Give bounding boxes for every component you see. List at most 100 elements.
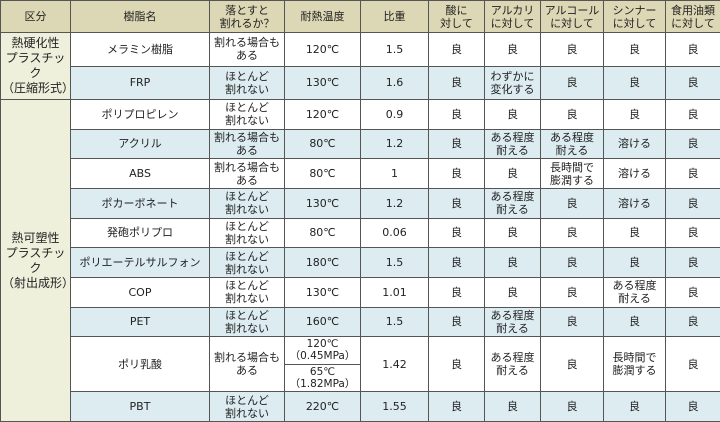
specific-gravity: 1 [360, 158, 429, 189]
drop-break: ほとんど 割れない [209, 391, 285, 422]
acid-resistance: 良 [428, 65, 485, 100]
oil-resistance: 良 [665, 32, 720, 67]
alkali-resistance: 良 [484, 276, 541, 308]
heat-resistance: 220℃ [284, 391, 361, 422]
drop-break: 割れる場合も ある [209, 32, 285, 67]
table-row: 熱硬化性 プラスチック （圧縮形式） メラミン樹脂 割れる場合も ある 120℃ 1.5 良良良… [0, 32, 720, 100]
heat-resistance: 180℃ [284, 247, 361, 278]
alkali-resistance: 良 [484, 99, 541, 130]
alcohol-resistance: 良 [540, 276, 604, 308]
table-row: ポカーボネート ほとんど 割れない 130℃ 1.2 良ある程度 耐える良溶ける良 [1, 187, 720, 219]
resin-name: COP [70, 276, 210, 308]
table-row: 65℃ （1.82MPa） [1, 363, 720, 393]
alcohol-resistance: 良 [540, 306, 604, 338]
specific-gravity: 1.5 [360, 32, 429, 67]
resin-name: ポカーボネート [70, 187, 210, 219]
thinner-resistance: 良 [603, 65, 666, 100]
table-row: ABS 割れる場合も ある 80℃ 1 良良長時間で 膨潤する 溶ける良 [1, 158, 720, 189]
header-acid: 酸に 対して [428, 0, 485, 33]
alcohol-resistance: 良 [540, 99, 604, 130]
specific-gravity: 1.6 [360, 65, 429, 100]
oil-resistance: 良 [665, 99, 720, 130]
heat-resistance: 120℃ [284, 32, 361, 67]
drop-break: ほとんど 割れない [209, 65, 285, 100]
alkali-resistance: ある程度 耐える [484, 187, 541, 219]
header-resin-name: 樹脂名 [70, 0, 210, 33]
acid-resistance: 良 [428, 217, 485, 249]
acid-resistance: 良 [428, 99, 485, 130]
alcohol-resistance: 良 [540, 217, 604, 249]
table-row: ポリ乳酸 割れる場合も ある 120℃ （0.45MPa） 1.42 良ある程度 耐える良長時… [1, 336, 720, 393]
heat-resistance: 160℃ [284, 306, 361, 338]
resin-name: 発砲ポリプロ [70, 217, 210, 249]
resin-name: ポリエーテルサルフォン [70, 247, 210, 278]
alcohol-resistance: 良 [540, 32, 604, 67]
alcohol-resistance: ある程度 耐える [540, 128, 604, 160]
category-cell: 熱硬化性 プラスチック （圧縮形式） [0, 32, 71, 100]
specific-gravity: 1.2 [360, 128, 429, 160]
alkali-resistance: 良 [484, 217, 541, 249]
header-specific-gravity: 比重 [360, 0, 429, 33]
resin-name: アクリル [70, 128, 210, 160]
alkali-resistance: ある程度 耐える [484, 306, 541, 338]
specific-gravity: 0.06 [360, 217, 429, 249]
table-row: ポリエーテルサルフォン ほとんど 割れない 180℃ 1.5 良良良良良 [1, 247, 720, 278]
specific-gravity: 1.42 [360, 336, 429, 393]
acid-resistance: 良 [428, 187, 485, 219]
resin-name: ポリ乳酸 [70, 336, 210, 393]
alkali-resistance: わずかに 変化する [484, 65, 541, 100]
table-row: FRP ほとんど 割れない 130℃ 1.6 良わずかに 変化する良良良 [1, 65, 720, 100]
table-row: 発砲ポリプロ ほとんど 割れない 80℃ 0.06 良良良良良 [1, 217, 720, 249]
acid-resistance: 良 [428, 391, 485, 422]
header-alkali: アルカリ に対して [484, 0, 541, 33]
acid-resistance: 良 [428, 247, 485, 278]
heat-resistance: 80℃ [284, 217, 361, 249]
header-thinner: シンナー に対して [603, 0, 666, 33]
drop-break: 割れる場合も ある [209, 158, 285, 189]
alcohol-resistance: 良 [540, 187, 604, 219]
header-row: 区分 樹脂名 落とすと 割れるか？ 耐熱温度 比重 酸に 対して アルカリ に対して アルコール に対… [0, 0, 720, 33]
acid-resistance: 良 [428, 128, 485, 160]
oil-resistance: 良 [665, 276, 720, 308]
thinner-resistance: 溶ける [603, 158, 666, 189]
drop-break: ほとんど 割れない [209, 247, 285, 278]
oil-resistance: 良 [665, 247, 720, 278]
header-alcohol: アルコール に対して [540, 0, 604, 33]
acid-resistance: 良 [428, 32, 485, 67]
alkali-resistance: 良 [484, 391, 541, 422]
resin-name: FRP [70, 65, 210, 100]
acid-resistance: 良 [428, 306, 485, 338]
oil-resistance: 良 [665, 187, 720, 219]
header-drop-break: 落とすと 割れるか？ [209, 0, 285, 33]
thinner-resistance: 良 [603, 391, 666, 422]
drop-break: ほとんど 割れない [209, 187, 285, 219]
heat-resistance: 80℃ [284, 128, 361, 160]
specific-gravity: 1.5 [360, 247, 429, 278]
alkali-resistance: ある程度 耐える [484, 128, 541, 160]
alkali-resistance: 良 [484, 158, 541, 189]
acid-resistance: 良 [428, 158, 485, 189]
acid-resistance: 良 [428, 336, 485, 393]
drop-break: ほとんど 割れない [209, 306, 285, 338]
alkali-resistance: 良 [484, 247, 541, 278]
alcohol-resistance: 良 [540, 65, 604, 100]
thinner-resistance: 長時間で 膨潤する [603, 336, 666, 393]
oil-resistance: 良 [665, 306, 720, 338]
thinner-resistance: 良 [603, 217, 666, 249]
drop-break: ほとんど 割れない [209, 217, 285, 249]
heat-resistance: 65℃ （1.82MPa） [284, 363, 361, 393]
drop-break: 割れる場合も ある [209, 128, 285, 160]
thinner-resistance: ある程度 耐える [603, 276, 666, 308]
thinner-resistance: 溶ける [603, 128, 666, 160]
drop-break: ほとんど 割れない [209, 99, 285, 130]
header-category: 区分 [0, 0, 71, 33]
resin-name: ポリプロピレン [70, 99, 210, 130]
drop-break: ほとんど 割れない [209, 276, 285, 308]
table-row: PBT ほとんど 割れない 220℃ 1.55 良良良良良 [1, 391, 720, 422]
oil-resistance: 良 [665, 65, 720, 100]
specific-gravity: 1.01 [360, 276, 429, 308]
oil-resistance: 良 [665, 336, 720, 393]
alkali-resistance: 良 [484, 32, 541, 67]
resin-name: ABS [70, 158, 210, 189]
